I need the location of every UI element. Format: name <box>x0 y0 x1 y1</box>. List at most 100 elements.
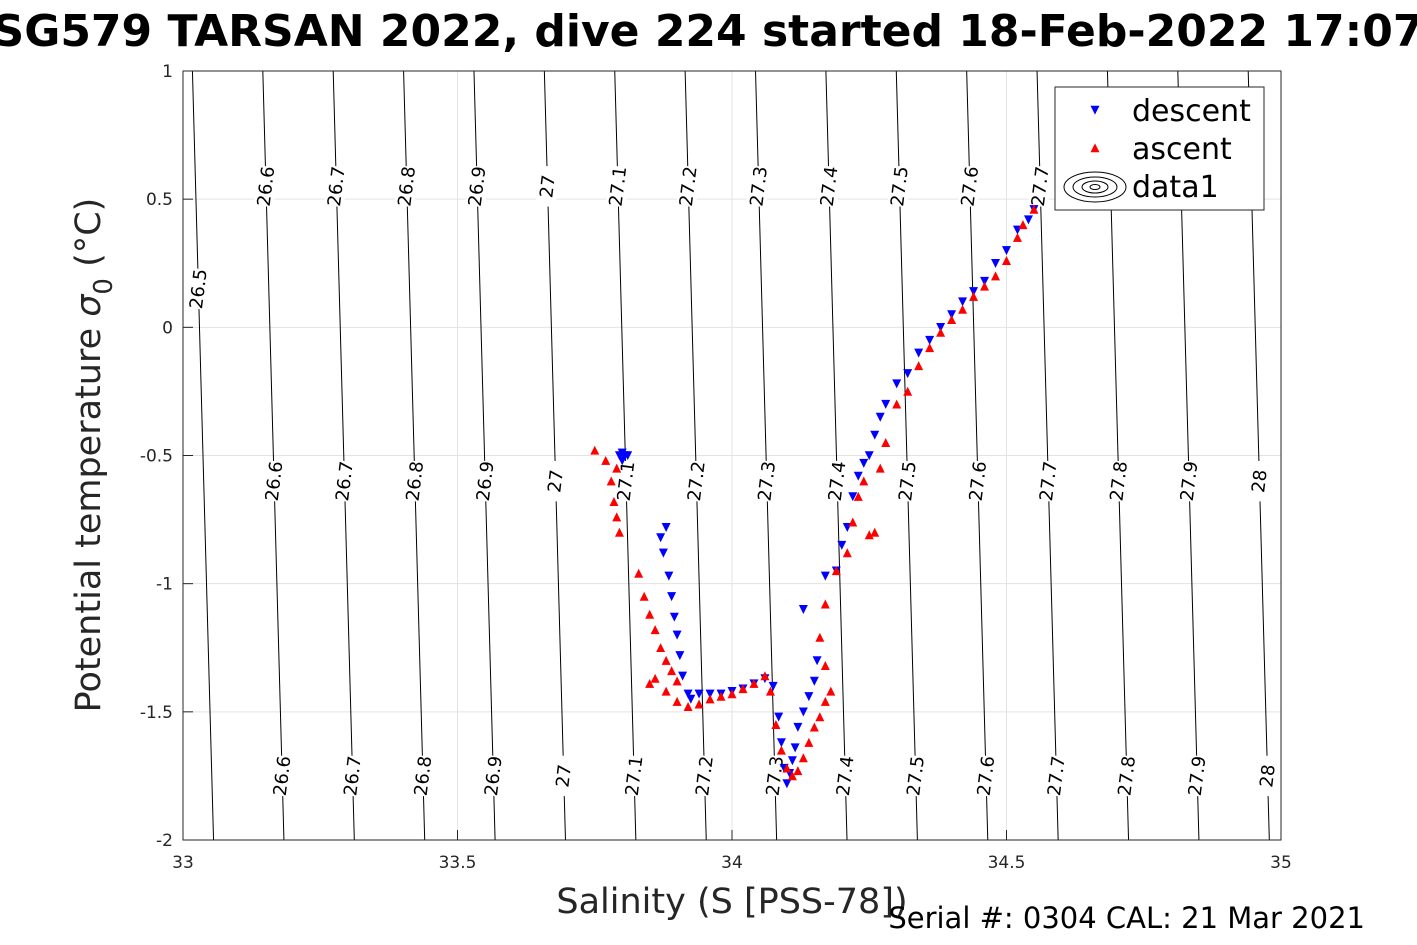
ascent-point <box>793 766 803 776</box>
ascent-point <box>672 696 682 706</box>
y-tick-label: -2 <box>156 831 173 851</box>
ascent-point <box>1012 232 1022 242</box>
contour-label: 27.2 <box>692 755 718 797</box>
svg-text:27.4: 27.4 <box>833 755 859 797</box>
x-tick-label: 34.5 <box>988 853 1026 873</box>
contour-label: 27.6 <box>966 460 992 502</box>
descent-point <box>705 689 715 699</box>
descent-point <box>980 276 990 286</box>
svg-text:26.8: 26.8 <box>402 460 428 502</box>
svg-text:28: 28 <box>1248 469 1272 494</box>
descent-point <box>969 287 979 297</box>
legend-box <box>1054 86 1265 211</box>
contour-label: 27.5 <box>887 165 913 207</box>
ascent-point <box>683 702 693 712</box>
ascent-point <box>936 327 946 337</box>
y-tick-label: 1 <box>162 62 173 82</box>
contour-label: 26.8 <box>394 165 420 207</box>
ascent-point <box>694 699 704 709</box>
contour-label: 27.8 <box>1106 460 1132 502</box>
svg-text:27: 27 <box>544 469 568 494</box>
svg-text:27.3: 27.3 <box>754 460 780 502</box>
ascent-point <box>667 666 677 676</box>
svg-text:27.5: 27.5 <box>895 460 921 502</box>
y-tick-label: -0.5 <box>140 447 173 467</box>
svg-text:26.9: 26.9 <box>465 165 491 207</box>
contour-label: 26.7 <box>332 460 358 502</box>
x-axis-label: Salinity (S [PSS-78]) <box>556 882 907 922</box>
y-axis-ticks: -2 -1.5 -1 -0.5 0 0.5 1 <box>140 62 193 851</box>
contour-label: 27 <box>551 754 577 797</box>
contour-label: 27.7 <box>1036 460 1062 502</box>
descent-point <box>853 471 863 481</box>
contour-label: 27.5 <box>895 460 921 502</box>
descent-point <box>790 743 800 753</box>
contour-label: 27.6 <box>957 165 983 207</box>
svg-text:27.9: 27.9 <box>1177 460 1203 502</box>
descent-point <box>914 348 924 358</box>
descent-point <box>798 707 808 717</box>
svg-text:26.8: 26.8 <box>411 755 437 797</box>
svg-text:27.6: 27.6 <box>966 460 992 502</box>
contour-label: 27.9 <box>1185 755 1211 797</box>
ascent-point <box>815 712 825 722</box>
ascent-point <box>1002 256 1011 265</box>
ascent-point <box>804 737 814 747</box>
legend-descent-label: descent <box>1132 94 1251 129</box>
svg-text:26.9: 26.9 <box>473 460 499 502</box>
contour-label: 26.7 <box>324 165 350 207</box>
y-tick-label: 0 <box>162 318 173 338</box>
y-tick-label: 0.5 <box>146 190 173 210</box>
chart-title: SG579 TARSAN 2022, dive 224 started 18-F… <box>0 6 1417 57</box>
ascent-point <box>760 671 770 681</box>
descent-point <box>617 456 627 466</box>
ascent-point <box>661 655 671 665</box>
legend-descent-marker <box>1090 105 1100 115</box>
descent-point <box>837 540 847 550</box>
contour-label: 26.9 <box>473 460 499 502</box>
descent-point <box>787 756 797 766</box>
ascent-point <box>738 684 748 694</box>
legend-descent-triangle <box>1090 105 1100 115</box>
svg-text:27.1: 27.1 <box>606 165 632 207</box>
ascent-point <box>672 676 682 686</box>
descent-point <box>870 430 880 440</box>
ascent-point <box>848 517 858 527</box>
descent-point <box>820 571 830 581</box>
descent-point <box>958 297 968 307</box>
descent-point <box>925 335 935 345</box>
contour-label: 27.9 <box>1177 460 1203 502</box>
descent-point <box>1002 246 1011 256</box>
x-tick-label: 33.5 <box>439 853 477 873</box>
contour-label: 26.6 <box>270 755 296 797</box>
contour-label: 26.6 <box>262 460 288 502</box>
descent-point <box>947 310 957 320</box>
svg-text:27.9: 27.9 <box>1185 755 1211 797</box>
descent-point <box>675 651 685 661</box>
svg-text:27.6: 27.6 <box>974 755 1000 797</box>
svg-text:27.3: 27.3 <box>746 165 772 207</box>
descent-point <box>694 689 704 699</box>
contour-label: 27.3 <box>754 460 780 502</box>
contour-label: 27 <box>543 460 568 503</box>
svg-text:26.6: 26.6 <box>270 755 296 797</box>
contour-label: 27.5 <box>903 755 929 797</box>
ascent-point <box>881 438 891 447</box>
contour-label: 27.4 <box>833 755 859 797</box>
ascent-point <box>634 568 644 578</box>
descent-point <box>776 738 786 748</box>
contour-label: 26.8 <box>402 460 428 502</box>
legend-contour-icon <box>1063 171 1127 203</box>
ascent-point <box>705 694 715 704</box>
descent-point <box>658 548 668 558</box>
contour-label: 27.4 <box>825 460 851 502</box>
ascent-point <box>727 689 737 699</box>
contour-label: 27.6 <box>974 755 1000 797</box>
contour-label: 27.3 <box>746 165 772 207</box>
ascent-point <box>612 512 622 522</box>
ascent-point <box>782 763 792 773</box>
ascent-point <box>601 455 611 465</box>
ascent-point <box>639 591 649 601</box>
descent-point <box>812 656 822 666</box>
y-tick-label: -1 <box>156 575 173 595</box>
